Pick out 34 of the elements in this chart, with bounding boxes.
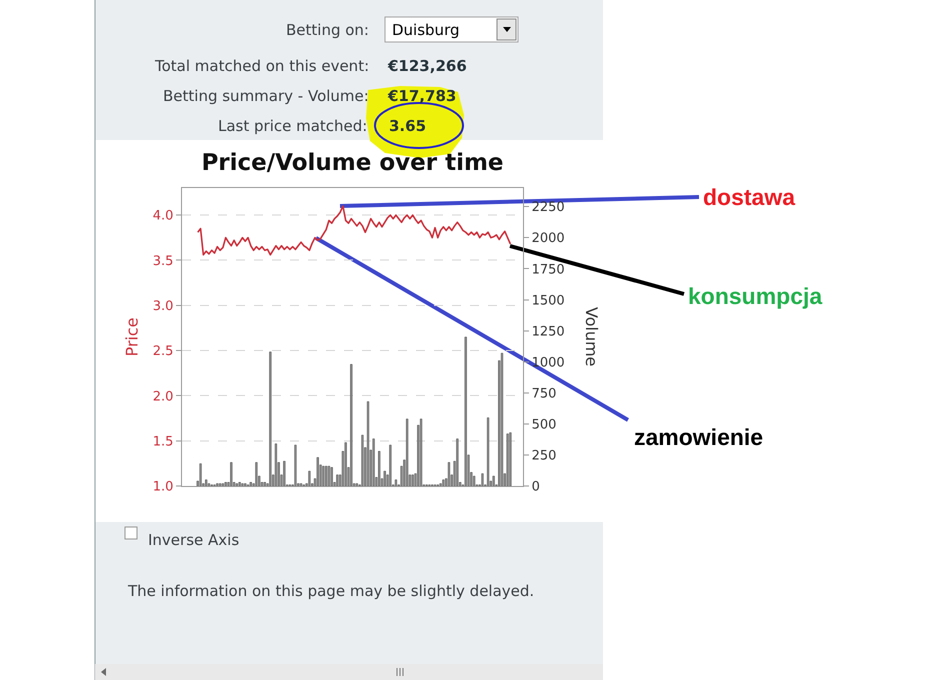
y2-tick-label: 750 (532, 386, 556, 402)
text: €123,266 (387, 57, 467, 75)
line-series (196, 205, 512, 256)
y-tick-label: 2.5 (152, 344, 174, 360)
text: 3.65 (389, 117, 426, 135)
text: konsumpcja (688, 283, 822, 309)
y-tick-label: 2.0 (152, 389, 174, 404)
y2-tick-label: 1000 (532, 355, 565, 370)
y2-tick-label: 1500 (532, 293, 565, 308)
text: Betting on: (286, 21, 369, 39)
text: Inverse Axis (148, 531, 240, 549)
text: Duisburg (392, 21, 460, 39)
y2-tick-label: 1750 (532, 262, 565, 278)
y-tick-label: 1.5 (152, 434, 174, 450)
text: Total matched on this event: (154, 57, 370, 75)
y-axis-title: Price (122, 317, 142, 357)
y2-tick-label: 1250 (532, 324, 565, 340)
text: zamowienie (634, 424, 764, 450)
text: Betting summary - Volume: (163, 87, 369, 105)
text: €17,783 (387, 87, 456, 105)
chart-title: Price/Volume over time (201, 150, 504, 176)
y-tick-label: 1.0 (152, 480, 174, 495)
y-tick-label: 4.0 (152, 208, 174, 224)
y2-axis-title: Volume (582, 307, 601, 367)
y-tick-label: 3.5 (152, 254, 174, 269)
y-tick-label: 3.0 (152, 298, 174, 314)
y2-tick-label: 0 (532, 480, 540, 495)
y2-tick-label: 500 (532, 417, 556, 432)
y2-tick-label: 2000 (532, 231, 565, 246)
y2-tick-label: 2250 (532, 200, 565, 216)
text: Last price matched: (218, 117, 368, 135)
y2-tick-label: 250 (532, 448, 556, 464)
text: dostawa (703, 184, 796, 210)
text: The information on this page may be slightly delayed. (127, 582, 534, 600)
